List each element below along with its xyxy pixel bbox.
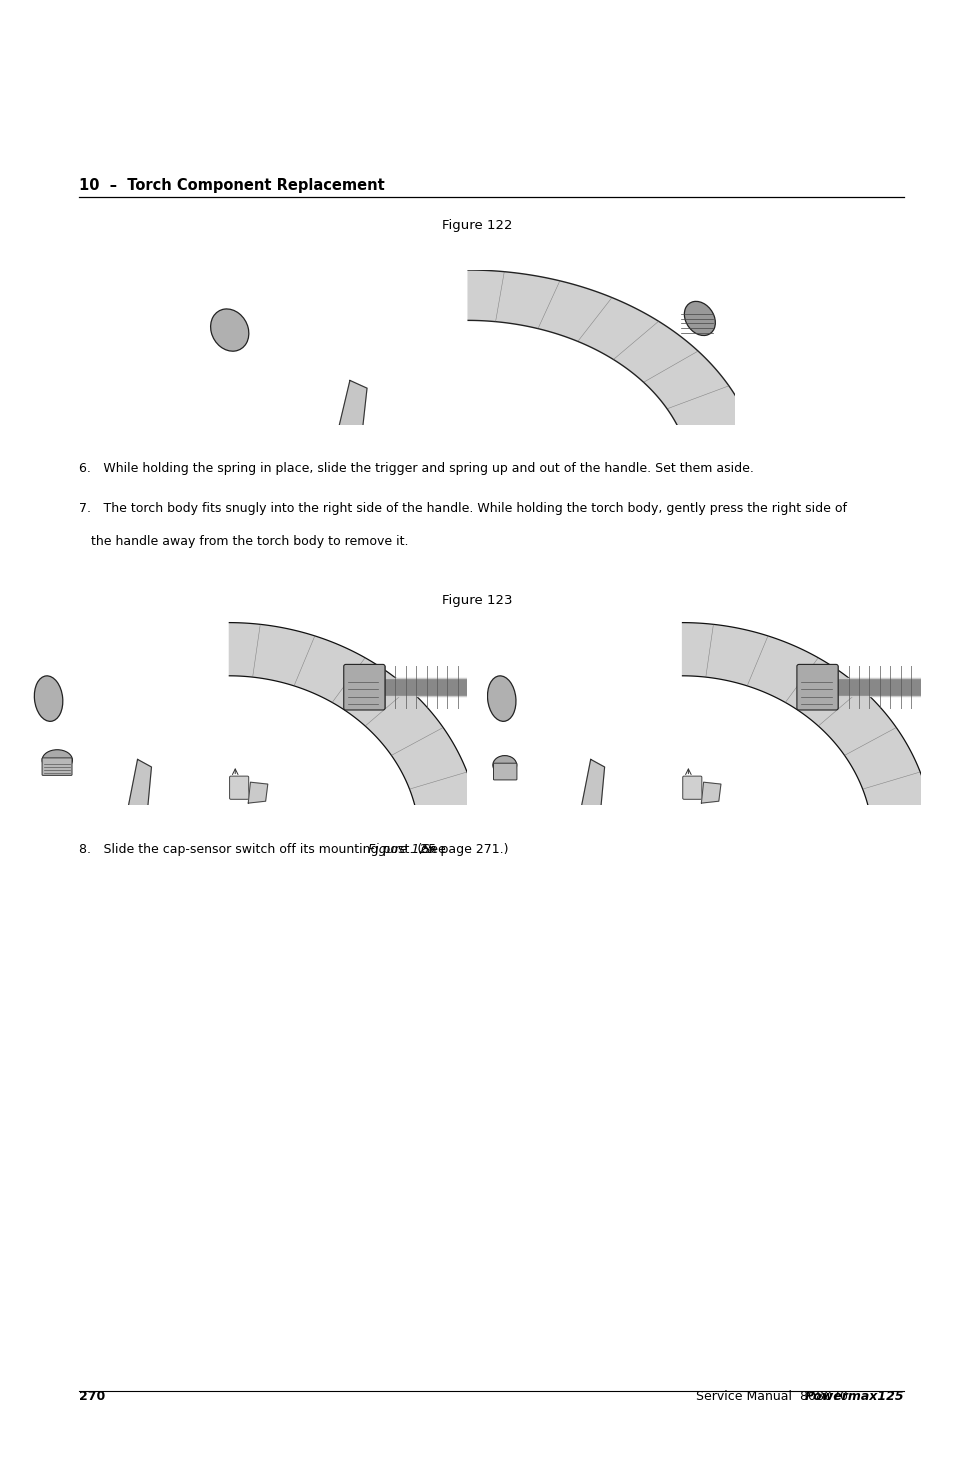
Text: 8. Slide the cap-sensor switch off its mounting post. (See: 8. Slide the cap-sensor switch off its m…	[79, 844, 449, 856]
Polygon shape	[336, 381, 367, 448]
Ellipse shape	[34, 676, 63, 721]
FancyBboxPatch shape	[343, 664, 385, 709]
Text: 270: 270	[79, 1389, 105, 1403]
FancyBboxPatch shape	[336, 444, 366, 456]
Ellipse shape	[487, 676, 516, 721]
FancyBboxPatch shape	[42, 758, 71, 776]
Text: Figure 125: Figure 125	[368, 844, 436, 856]
FancyBboxPatch shape	[796, 664, 838, 709]
Text: 10  –  Torch Component Replacement: 10 – Torch Component Replacement	[79, 178, 384, 193]
FancyBboxPatch shape	[230, 776, 249, 799]
PathPatch shape	[681, 622, 933, 984]
Polygon shape	[700, 782, 720, 802]
Ellipse shape	[211, 308, 249, 351]
Ellipse shape	[42, 749, 72, 770]
PathPatch shape	[467, 270, 760, 634]
Text: 6. While holding the spring in place, slide the trigger and spring up and out of: 6. While holding the spring in place, sl…	[79, 462, 753, 475]
Ellipse shape	[493, 755, 517, 774]
Text: Service Manual  808070: Service Manual 808070	[691, 1389, 846, 1403]
Text: Powermax125: Powermax125	[803, 1389, 903, 1403]
Ellipse shape	[683, 301, 715, 335]
Text: Figure 123: Figure 123	[441, 594, 512, 608]
Text: on page 271.): on page 271.)	[417, 844, 508, 856]
Text: Figure 122: Figure 122	[441, 218, 512, 232]
PathPatch shape	[229, 622, 480, 984]
Text: 7. The torch body fits snugly into the right side of the handle. While holding t: 7. The torch body fits snugly into the r…	[79, 502, 846, 515]
Polygon shape	[579, 760, 604, 825]
Text: the handle away from the torch body to remove it.: the handle away from the torch body to r…	[79, 535, 408, 549]
FancyBboxPatch shape	[682, 776, 701, 799]
Polygon shape	[248, 782, 268, 802]
Polygon shape	[127, 760, 152, 825]
FancyBboxPatch shape	[493, 763, 517, 780]
